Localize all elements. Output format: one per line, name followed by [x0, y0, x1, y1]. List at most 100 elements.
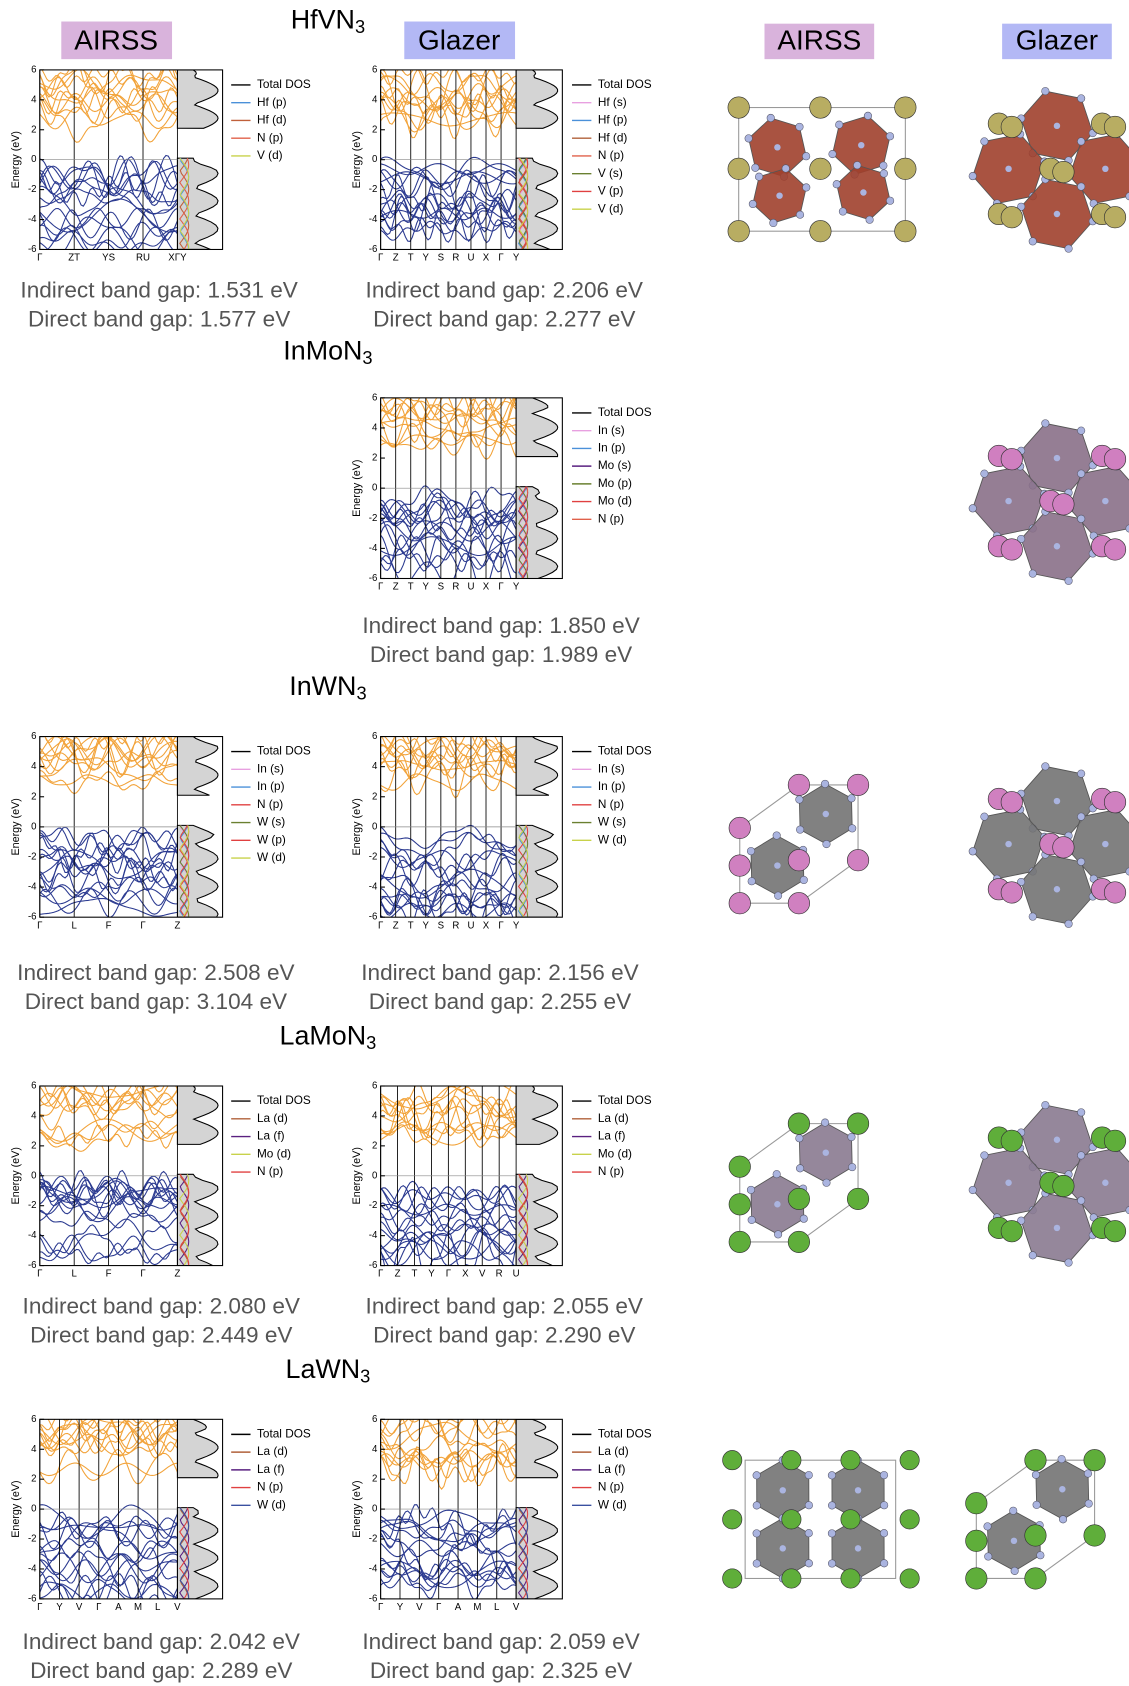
- y-tick-label: 6: [372, 64, 377, 75]
- column-header: Glazer: [418, 24, 500, 55]
- nitrogen: [749, 200, 757, 208]
- nitrogen: [770, 219, 778, 227]
- nitrogen: [1029, 570, 1037, 578]
- atom: [788, 1188, 810, 1210]
- k-label: ZT: [68, 253, 80, 264]
- legend-label: Hf (p): [598, 113, 628, 127]
- nitrogen: [1005, 1180, 1011, 1186]
- formula-subscript: 3: [355, 16, 365, 37]
- nitrogen: [1077, 470, 1085, 478]
- formula-subscript: 3: [362, 347, 372, 368]
- nitrogen: [1054, 1225, 1060, 1231]
- y-tick-label: -4: [28, 214, 37, 225]
- nitrogen: [880, 1471, 888, 1479]
- k-label: Y: [513, 920, 520, 931]
- y-tick-label: -6: [28, 912, 37, 923]
- atom: [729, 892, 751, 914]
- k-label: Z: [393, 253, 399, 264]
- band-gap-text: Indirect band gap: 1.531 eV: [20, 277, 297, 302]
- bands: [40, 1408, 218, 1609]
- k-label: Y: [56, 1602, 63, 1613]
- nitrogen: [752, 164, 760, 172]
- nitrogen: [823, 811, 829, 817]
- nitrogen: [796, 796, 804, 804]
- nitrogen: [800, 876, 808, 884]
- atom: [895, 97, 917, 119]
- atom: [782, 1569, 801, 1588]
- atom: [900, 1569, 919, 1588]
- atom: [728, 220, 750, 242]
- band-gap-text: Direct band gap: 2.289 eV: [30, 1658, 292, 1683]
- nitrogen: [1059, 1516, 1067, 1524]
- k-label: R: [452, 920, 459, 931]
- dos-fill: [177, 1419, 218, 1477]
- legend-label: Total DOS: [598, 405, 652, 419]
- y-tick-label: 6: [372, 1414, 377, 1425]
- nitrogen: [981, 138, 989, 146]
- y-tick-label: -4: [28, 1230, 37, 1241]
- nitrogen: [835, 121, 843, 129]
- k-label: M: [473, 1602, 481, 1613]
- k-label: Γ: [378, 582, 384, 593]
- legend-label: W (p): [257, 832, 286, 846]
- y-tick-label: 4: [372, 423, 378, 434]
- atom: [1001, 791, 1023, 813]
- y-tick-label: -6: [369, 244, 378, 255]
- nitrogen: [767, 114, 775, 122]
- nitrogen: [833, 180, 841, 188]
- atom: [728, 158, 750, 180]
- y-tick-label: 2: [372, 124, 377, 135]
- atom: [1104, 1220, 1126, 1242]
- bands: [40, 728, 218, 917]
- k-label: L: [494, 1602, 500, 1613]
- crystal-structure: [969, 1101, 1129, 1266]
- y-tick-label: -4: [369, 1230, 378, 1241]
- nitrogen: [753, 1530, 761, 1538]
- band-panel: ΓZTYΓXVRU-6-4-20246Energy (eV)Total DOSL…: [351, 1080, 652, 1280]
- nitrogen: [747, 847, 755, 855]
- y-axis-label: Energy (eV): [10, 798, 22, 855]
- nitrogen: [1029, 1252, 1037, 1260]
- y-tick-label: -6: [369, 573, 378, 584]
- nitrogen: [829, 150, 837, 158]
- legend-label: In (p): [598, 779, 626, 793]
- nitrogen: [1059, 1486, 1065, 1492]
- nitrogen: [1011, 1538, 1017, 1544]
- k-label: Γ: [37, 253, 43, 264]
- band-line: [381, 1505, 516, 1545]
- bands: [381, 1407, 558, 1599]
- nitrogen: [748, 1216, 756, 1224]
- dos-fill: [177, 70, 218, 128]
- atom: [847, 1188, 869, 1210]
- k-label: F: [106, 920, 112, 931]
- y-tick-label: -4: [28, 882, 37, 893]
- atom: [729, 1231, 751, 1253]
- nitrogen: [821, 1119, 829, 1127]
- atom: [788, 1113, 810, 1135]
- nitrogen: [753, 1472, 761, 1480]
- legend-label: La (f): [598, 1129, 626, 1143]
- atom: [1104, 539, 1126, 561]
- atom: [723, 1451, 742, 1470]
- nitrogen: [1033, 1501, 1041, 1509]
- nitrogen: [880, 170, 888, 178]
- legend-label: W (d): [598, 1497, 627, 1511]
- y-tick-label: 2: [372, 453, 377, 464]
- page: {"column_headers":["AIRSS","Glazer"], "y…: [0, 0, 1129, 1686]
- legend-label: W (d): [257, 1497, 286, 1511]
- legend-label: In (p): [598, 441, 626, 455]
- k-label: V: [76, 1602, 83, 1613]
- band-panel: ΓLFΓZ-6-4-20246Energy (eV)Total DOSIn (s…: [10, 728, 311, 931]
- nitrogen: [1077, 95, 1085, 103]
- formula: LaWN: [286, 1354, 361, 1384]
- nitrogen: [1054, 455, 1060, 461]
- k-label: Γ: [446, 1269, 452, 1280]
- k-label: T: [408, 582, 414, 593]
- k-label: Y: [513, 253, 520, 264]
- legend-label: N (p): [598, 511, 624, 525]
- legend-label: N (p): [257, 1480, 283, 1494]
- nitrogen: [1005, 166, 1011, 172]
- nitrogen: [880, 1560, 888, 1568]
- formula: LaMoN: [280, 1021, 367, 1051]
- atom: [782, 1510, 801, 1529]
